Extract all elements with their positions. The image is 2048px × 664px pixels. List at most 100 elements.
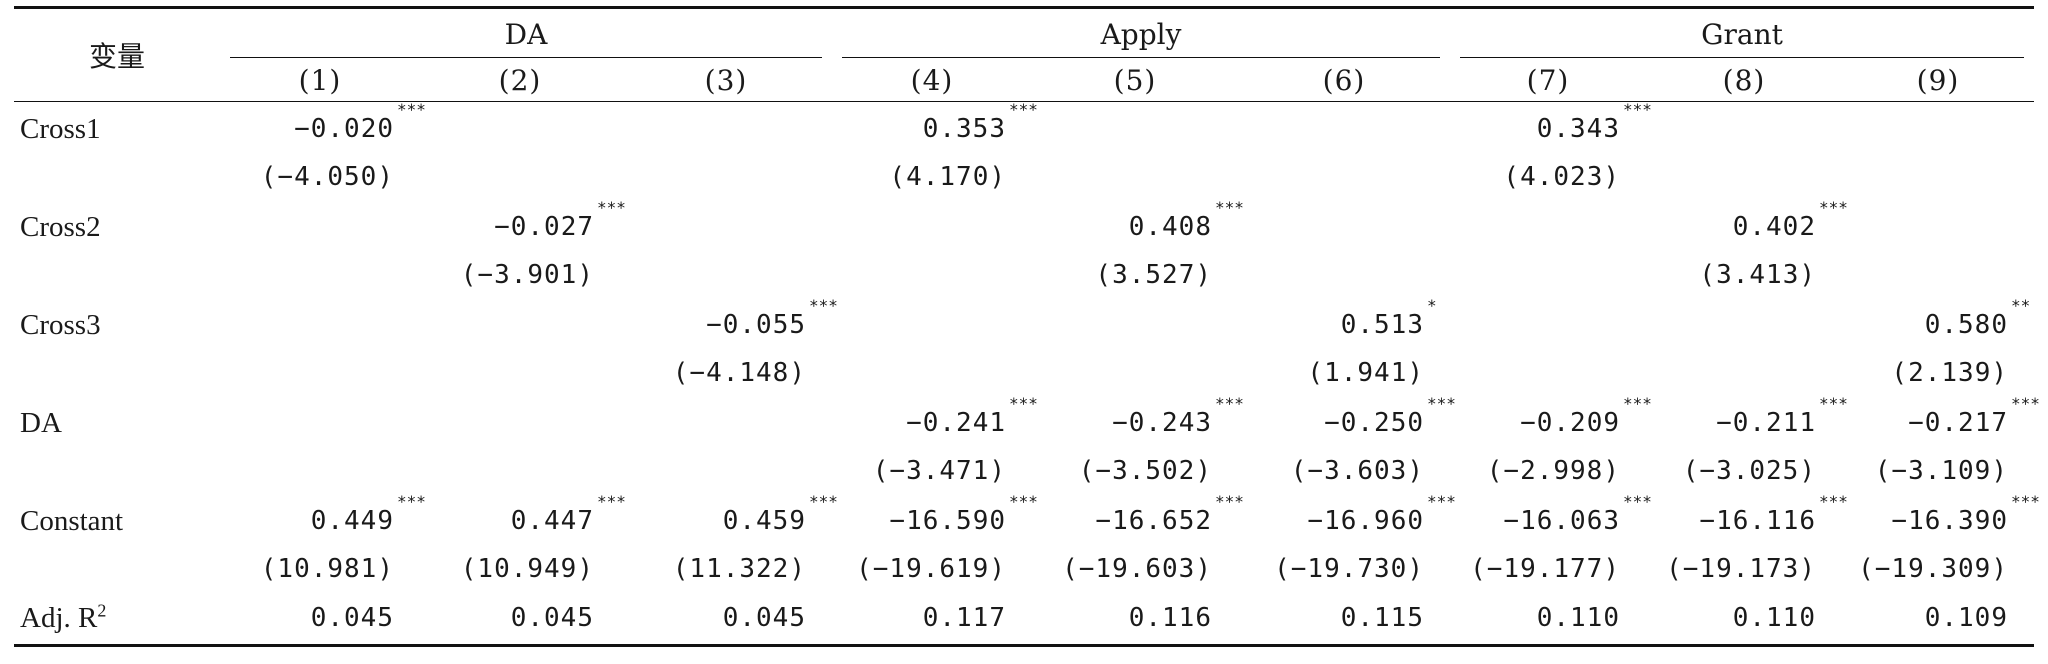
column-number: (3): [620, 59, 832, 102]
coefficient-cell: [832, 200, 1032, 252]
row-label: Cross1: [20, 112, 101, 145]
significance-stars: **: [2011, 296, 2031, 315]
coefficient-cell: −0.243 ***: [1032, 394, 1244, 448]
t-statistic-cell: (−3.502): [1078, 456, 1212, 486]
column-number: (4): [832, 59, 1032, 102]
t-statistic-cell: [220, 252, 420, 298]
t-statistic-cell: (−3.025): [1682, 456, 1816, 486]
top-rule: [14, 6, 2034, 10]
coefficient-value: 0.343: [1536, 114, 1620, 144]
variable-header: 变量: [14, 9, 220, 102]
significance-stars: ***: [1215, 198, 1244, 217]
t-statistic-cell: [1450, 252, 1646, 298]
coefficient-cell: [420, 298, 620, 350]
t-statistic-cell: (4.023): [1503, 162, 1620, 192]
adj-r2-value: 0.110: [1450, 592, 1646, 647]
coefficient-cell: −16.390 ***: [1842, 492, 2039, 546]
coefficient-cell: [1646, 298, 1842, 350]
t-statistic-cell: [1842, 252, 2034, 298]
t-statistic-cell: (−19.730): [1274, 554, 1424, 584]
t-statistic-cell: (−3.109): [1874, 456, 2008, 486]
coefficient-cell: −16.960 ***: [1238, 492, 1455, 546]
t-statistic-cell: [620, 252, 832, 298]
coefficient-value: −16.652: [1095, 506, 1212, 536]
significance-stars: ***: [1819, 492, 1848, 511]
t-statistic-cell: [420, 154, 620, 200]
t-statistic-cell: (3.527): [1095, 260, 1212, 290]
variable-header-label: 变量: [88, 40, 145, 73]
coefficient-cell: 0.343 ***: [1450, 100, 1652, 155]
t-statistic-cell: [1646, 154, 1842, 200]
coefficient-cell: [1450, 298, 1646, 350]
coefficient-cell: [832, 298, 1032, 350]
adj-r2-value: 0.110: [1646, 592, 1842, 647]
coefficient-cell: −0.250 ***: [1238, 394, 1456, 448]
t-statistic-cell: [1238, 252, 1450, 298]
significance-stars: ***: [2011, 394, 2040, 413]
coefficient-cell: −0.209 ***: [1450, 394, 1652, 448]
significance-stars: ***: [1009, 492, 1038, 511]
regression-table: 变量 DA Apply Grant (1) (2) (3) (4) (5) (6…: [14, 6, 2040, 647]
coefficient-cell: [1450, 200, 1646, 252]
coefficient-value: −0.241: [906, 408, 1006, 438]
coefficient-cell: 0.447 ***: [420, 492, 626, 546]
t-statistic-cell: (−19.309): [1858, 554, 2008, 584]
group-header-label: Apply: [842, 18, 1440, 58]
table-row-tstat: (−4.050) (4.170) (4.023): [14, 154, 2034, 200]
coefficient-value: −16.390: [1891, 506, 2008, 536]
coefficient-value: −0.055: [706, 310, 806, 340]
row-label: Constant: [20, 504, 124, 537]
coefficient-cell: [1842, 102, 2034, 155]
column-number: (8): [1646, 59, 1842, 102]
adj-r2-value: 0.045: [420, 592, 620, 647]
column-number: (7): [1450, 59, 1646, 102]
t-statistic-cell: [1238, 154, 1450, 200]
t-statistic-cell: [832, 252, 1032, 298]
t-statistic-cell: [620, 154, 832, 200]
coefficient-value: 0.449: [310, 506, 394, 536]
t-statistic-cell: (−19.173): [1666, 554, 1816, 584]
column-number: (9): [1842, 59, 2034, 102]
coefficient-value: −16.590: [889, 506, 1006, 536]
coefficient-cell: −16.116 ***: [1646, 492, 1848, 546]
t-statistic-cell: [220, 350, 420, 396]
significance-stars: ***: [1819, 394, 1848, 413]
significance-stars: ***: [397, 492, 426, 511]
coefficient-cell: −0.211 ***: [1646, 394, 1848, 448]
column-number: (6): [1238, 59, 1450, 102]
column-number: (5): [1032, 59, 1238, 102]
coefficient-value: 0.513: [1340, 310, 1424, 340]
significance-stars: ***: [1819, 198, 1848, 217]
header-column-row: (1) (2) (3) (4) (5) (6) (7) (8) (9): [14, 59, 2034, 102]
t-statistic-cell: (1.941): [1307, 358, 1424, 388]
significance-stars: ***: [809, 296, 838, 315]
t-statistic-cell: [1032, 350, 1238, 396]
coefficient-cell: [1842, 200, 2034, 252]
coefficient-value: −0.211: [1716, 408, 1816, 438]
t-statistic-cell: [1842, 154, 2034, 200]
significance-stars: ***: [1215, 492, 1244, 511]
coefficient-cell: −16.652 ***: [1032, 492, 1244, 546]
significance-stars: ***: [1623, 492, 1652, 511]
t-statistic-cell: [1450, 350, 1646, 396]
coefficient-cell: −16.063 ***: [1450, 492, 1652, 546]
adj-r2-value: 0.109: [1842, 592, 2034, 647]
t-statistic-cell: (3.413): [1699, 260, 1816, 290]
coefficient-cell: −0.027 ***: [420, 198, 626, 252]
table-row: Cross3 −0.055 *** 0.513 * 0.580 **: [14, 296, 2034, 350]
row-label-empty: [14, 252, 220, 298]
group-header-grant: Grant: [1450, 9, 2034, 59]
table-row-adj-r2: Adj. R2 0.045 0.045 0.045 0.117 0.116 0.115 0.1…: [14, 592, 2034, 647]
coefficient-value: −0.020: [294, 114, 394, 144]
row-label: DA: [20, 406, 62, 439]
t-statistic-cell: (4.170): [889, 162, 1006, 192]
coefficient-cell: 0.402 ***: [1646, 198, 1848, 252]
coefficient-value: −0.027: [494, 212, 594, 242]
coefficient-cell: [620, 200, 832, 252]
t-statistic-cell: (−3.471): [872, 456, 1006, 486]
coefficient-cell: 0.353 ***: [832, 100, 1038, 155]
t-statistic-cell: [1646, 350, 1842, 396]
coefficient-cell: [420, 102, 620, 155]
adj-r2-superscript: 2: [97, 599, 107, 620]
coefficient-cell: [1238, 200, 1450, 252]
